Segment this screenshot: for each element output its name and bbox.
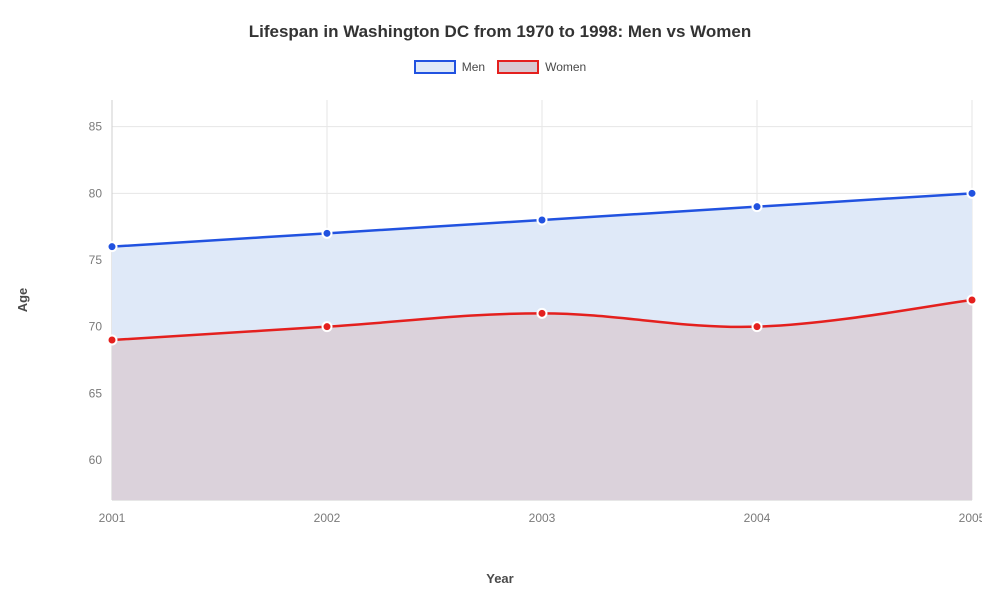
svg-text:2002: 2002 [314, 511, 341, 525]
y-axis-label: Age [15, 288, 30, 313]
legend-label-women: Women [545, 60, 586, 74]
legend-swatch-men [414, 60, 456, 74]
svg-text:60: 60 [89, 453, 103, 467]
legend-item-women[interactable]: Women [497, 60, 586, 74]
svg-text:80: 80 [89, 186, 103, 200]
legend-item-men[interactable]: Men [414, 60, 485, 74]
svg-text:70: 70 [89, 320, 103, 334]
svg-text:2003: 2003 [529, 511, 556, 525]
svg-text:2005: 2005 [959, 511, 982, 525]
svg-text:2001: 2001 [99, 511, 126, 525]
svg-text:65: 65 [89, 386, 103, 400]
svg-text:2004: 2004 [744, 511, 771, 525]
legend-swatch-women [497, 60, 539, 74]
chart-plot-area: 60 65 70 75 80 85 2001 2002 2003 2004 2005 [62, 90, 982, 540]
chart-svg: 60 65 70 75 80 85 2001 2002 2003 2004 2005 [62, 90, 982, 540]
lifespan-chart: Lifespan in Washington DC from 1970 to 1… [0, 0, 1000, 600]
svg-text:75: 75 [89, 253, 103, 267]
svg-text:85: 85 [89, 120, 103, 134]
x-axis-label: Year [0, 571, 1000, 586]
chart-legend: Men Women [0, 60, 1000, 74]
chart-title: Lifespan in Washington DC from 1970 to 1… [0, 22, 1000, 42]
legend-label-men: Men [462, 60, 485, 74]
